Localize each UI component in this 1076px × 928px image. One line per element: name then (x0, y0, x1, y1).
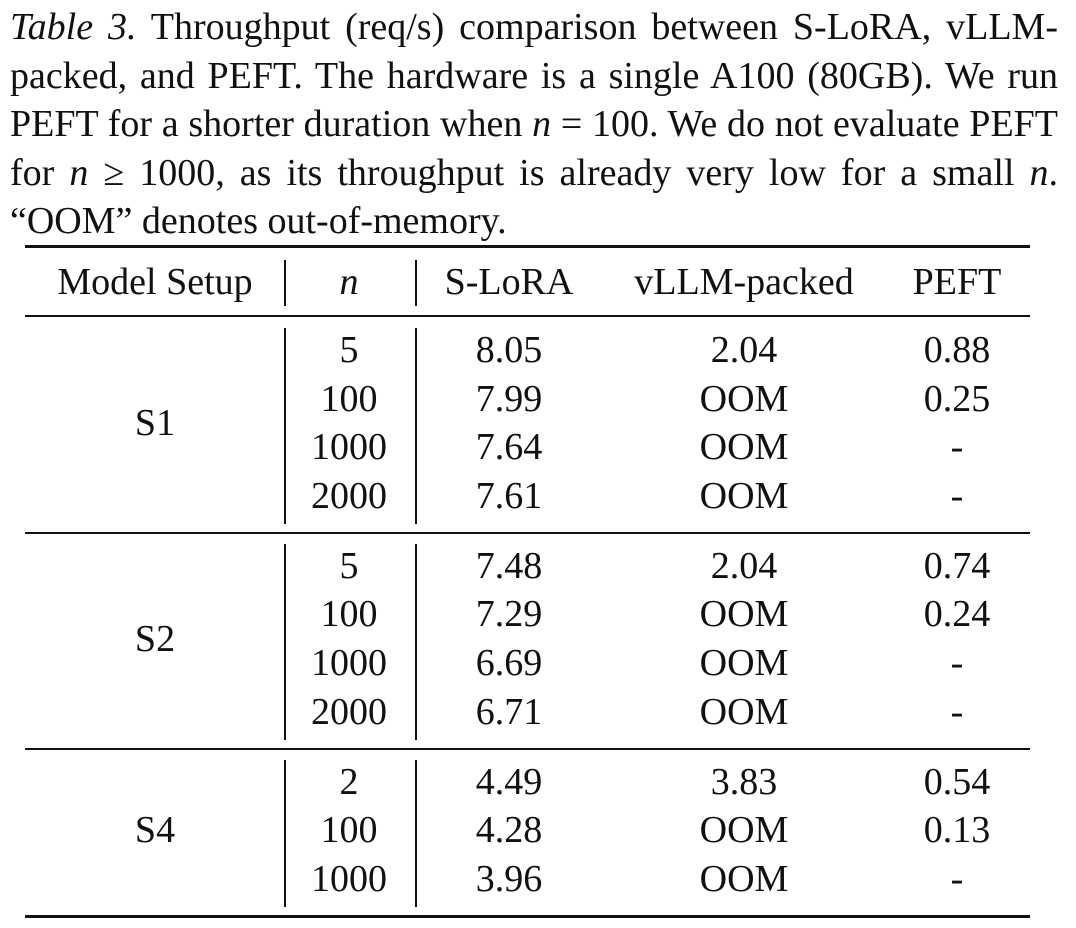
value-cell: 6.69 (475, 642, 543, 684)
value-cell: OOM (699, 809, 789, 852)
value-cell: OOM (699, 857, 789, 900)
column-separator (415, 260, 417, 306)
column-header: vLLM-packed (634, 261, 854, 303)
column-separator (284, 328, 286, 524)
math-var: n (69, 151, 89, 194)
n-cell: 100 (320, 377, 378, 420)
caption-text: Throughput (req/s) comparison between S-… (10, 6, 1058, 145)
column-header: n (339, 261, 359, 303)
table-caption: Table 3. Throughput (req/s) comparison b… (10, 3, 1058, 246)
n-cell: 1000 (311, 642, 387, 684)
column-header: PEFT (912, 261, 1002, 303)
value-cell: - (950, 474, 964, 517)
value-cell: OOM (699, 377, 789, 420)
value-cell: OOM (699, 426, 789, 469)
value-cell: 6.71 (475, 690, 543, 733)
value-cell: 4.49 (475, 760, 543, 803)
table-rule (25, 747, 1030, 750)
table-rule (25, 531, 1030, 534)
table-rule (25, 315, 1030, 317)
value-cell: 7.48 (475, 544, 543, 587)
value-cell: 7.29 (475, 593, 543, 636)
value-cell: 0.24 (923, 593, 991, 636)
model-setup: S2 (134, 617, 176, 660)
caption-text: = 100. We do not evaluate PEFT for (10, 103, 1058, 194)
model-setup: S4 (134, 809, 176, 852)
model-setup: S1 (134, 401, 176, 444)
value-cell: 4.28 (475, 809, 543, 852)
n-cell: 1000 (311, 857, 387, 900)
caption-text: . “OOM” denotes out-of-memory. (10, 151, 1058, 243)
n-cell: 2000 (311, 690, 387, 733)
column-separator (415, 328, 417, 524)
value-cell: - (950, 690, 964, 733)
column-header: Model Setup (57, 261, 253, 303)
n-cell: 2 (339, 760, 359, 803)
value-cell: 0.13 (923, 809, 991, 852)
n-cell: 5 (339, 544, 359, 587)
column-separator (284, 759, 286, 907)
table-rule (25, 245, 1030, 248)
column-separator (415, 759, 417, 907)
value-cell: OOM (699, 474, 789, 517)
value-cell: 2.04 (710, 544, 778, 587)
n-cell: 5 (339, 329, 359, 371)
math-var: n (1029, 151, 1049, 194)
value-cell: 7.61 (475, 474, 543, 517)
caption-text: ≥ 1000, as its throughput is already ver… (88, 151, 1030, 194)
math-var: n (532, 103, 552, 145)
value-cell: 3.96 (475, 857, 543, 900)
value-cell: OOM (699, 642, 789, 684)
value-cell: 0.25 (923, 377, 991, 420)
column-separator (284, 260, 286, 306)
value-cell: 0.88 (923, 329, 991, 371)
n-cell: 100 (320, 593, 378, 636)
column-header: S-LoRA (444, 261, 574, 303)
value-cell: - (950, 857, 964, 900)
value-cell: 7.99 (475, 377, 543, 420)
value-cell: 2.04 (710, 329, 778, 371)
value-cell: OOM (699, 593, 789, 636)
n-cell: 1000 (311, 426, 387, 469)
value-cell: - (950, 426, 964, 469)
value-cell: 3.83 (710, 760, 778, 803)
value-cell: 0.74 (923, 544, 991, 587)
table-rule (25, 914, 1030, 918)
n-cell: 2000 (311, 474, 387, 517)
value-cell: OOM (699, 690, 789, 733)
column-separator (284, 543, 286, 740)
caption-label: Table 3. (10, 6, 137, 48)
n-cell: 100 (320, 809, 378, 852)
value-cell: 8.05 (475, 329, 543, 371)
value-cell: - (950, 642, 964, 684)
column-separator (415, 543, 417, 740)
value-cell: 7.64 (475, 426, 543, 469)
value-cell: 0.54 (923, 760, 991, 803)
